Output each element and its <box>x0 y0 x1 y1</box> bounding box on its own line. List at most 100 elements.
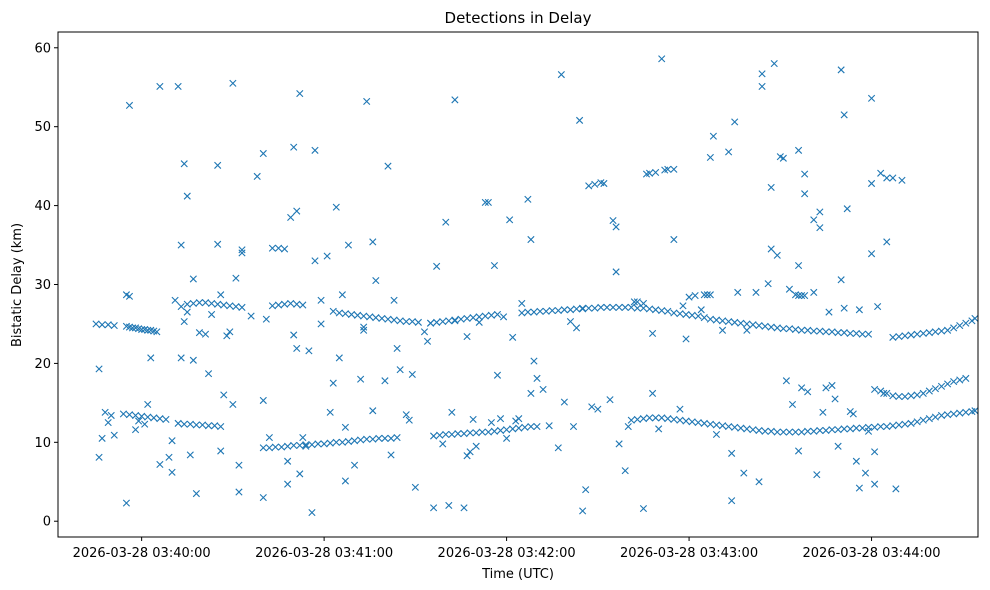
data-point <box>560 306 568 314</box>
data-point <box>925 387 933 395</box>
data-point <box>889 422 897 430</box>
data-point <box>350 437 359 445</box>
data-point <box>518 309 526 317</box>
data-point <box>840 425 848 433</box>
data-point <box>798 428 806 436</box>
data-point <box>545 422 553 430</box>
data-point <box>180 420 188 428</box>
data-point <box>253 172 261 180</box>
data-point <box>931 385 940 393</box>
data-point <box>393 433 401 442</box>
data-point <box>639 505 648 513</box>
data-point <box>408 370 416 379</box>
data-point <box>828 381 836 390</box>
data-point <box>311 146 319 154</box>
data-point <box>770 59 778 68</box>
data-point <box>956 409 964 417</box>
data-point <box>773 324 781 332</box>
data-point <box>779 154 787 162</box>
data-point <box>460 504 468 512</box>
x-tick-label: 2026-03-28 03:44:00 <box>803 546 941 561</box>
data-point <box>788 400 797 409</box>
data-point <box>287 299 295 308</box>
data-point <box>396 366 404 374</box>
data-point <box>168 468 176 476</box>
data-point <box>408 317 416 326</box>
data-point <box>217 291 225 299</box>
data-point <box>232 274 240 282</box>
data-point <box>554 444 562 452</box>
data-point <box>907 419 915 427</box>
data-point <box>956 321 964 330</box>
data-point <box>764 280 772 288</box>
data-point <box>645 414 654 422</box>
data-point <box>119 410 127 418</box>
data-point <box>901 392 909 401</box>
data-point <box>156 460 164 468</box>
data-point <box>801 291 809 300</box>
data-point <box>125 411 134 419</box>
data-point <box>423 337 432 345</box>
data-point <box>344 241 353 249</box>
data-point <box>794 291 803 300</box>
data-point <box>387 451 395 459</box>
data-point <box>375 434 383 442</box>
data-point <box>296 441 304 450</box>
data-point <box>357 436 365 444</box>
data-point <box>846 329 854 338</box>
data-point <box>141 420 149 428</box>
data-point <box>579 507 587 515</box>
data-point <box>277 443 286 451</box>
data-point <box>731 423 739 431</box>
data-point <box>357 375 365 383</box>
data-point <box>475 313 483 321</box>
data-point <box>943 411 952 419</box>
data-point <box>871 385 879 394</box>
data-point <box>490 261 499 270</box>
data-point <box>798 326 806 334</box>
data-point <box>822 384 830 392</box>
data-point <box>755 321 763 330</box>
data-point <box>138 325 146 334</box>
data-point <box>694 312 702 320</box>
data-point <box>472 429 480 437</box>
data-point <box>332 203 340 211</box>
data-point <box>700 419 708 427</box>
data-point <box>676 416 684 424</box>
data-point <box>302 442 310 450</box>
data-point <box>147 354 155 362</box>
data-point <box>883 389 891 397</box>
data-point <box>877 169 885 177</box>
data-point <box>436 431 444 439</box>
data-point <box>579 305 587 313</box>
data-point <box>725 317 733 326</box>
data-point <box>363 97 371 106</box>
data-point <box>813 471 821 479</box>
y-tick-label: 30 <box>34 278 51 293</box>
data-point <box>284 442 292 450</box>
data-point <box>448 408 456 416</box>
data-point <box>293 207 301 215</box>
data-point <box>569 422 578 431</box>
data-point <box>293 300 301 308</box>
data-point <box>268 302 277 310</box>
data-point <box>439 440 447 448</box>
data-point <box>180 160 188 168</box>
data-point <box>274 301 283 309</box>
y-tick-label: 10 <box>34 436 51 451</box>
data-point <box>867 94 876 102</box>
data-point <box>867 250 876 258</box>
data-point <box>791 325 800 334</box>
data-point <box>284 457 292 465</box>
data-point <box>648 329 657 338</box>
data-point <box>457 315 465 323</box>
data-point <box>527 389 535 397</box>
data-point <box>782 377 790 385</box>
data-point <box>670 165 678 173</box>
data-point <box>606 396 614 404</box>
data-point <box>597 303 605 311</box>
data-point <box>490 427 499 435</box>
data-point <box>639 415 648 423</box>
data-point <box>937 411 946 420</box>
